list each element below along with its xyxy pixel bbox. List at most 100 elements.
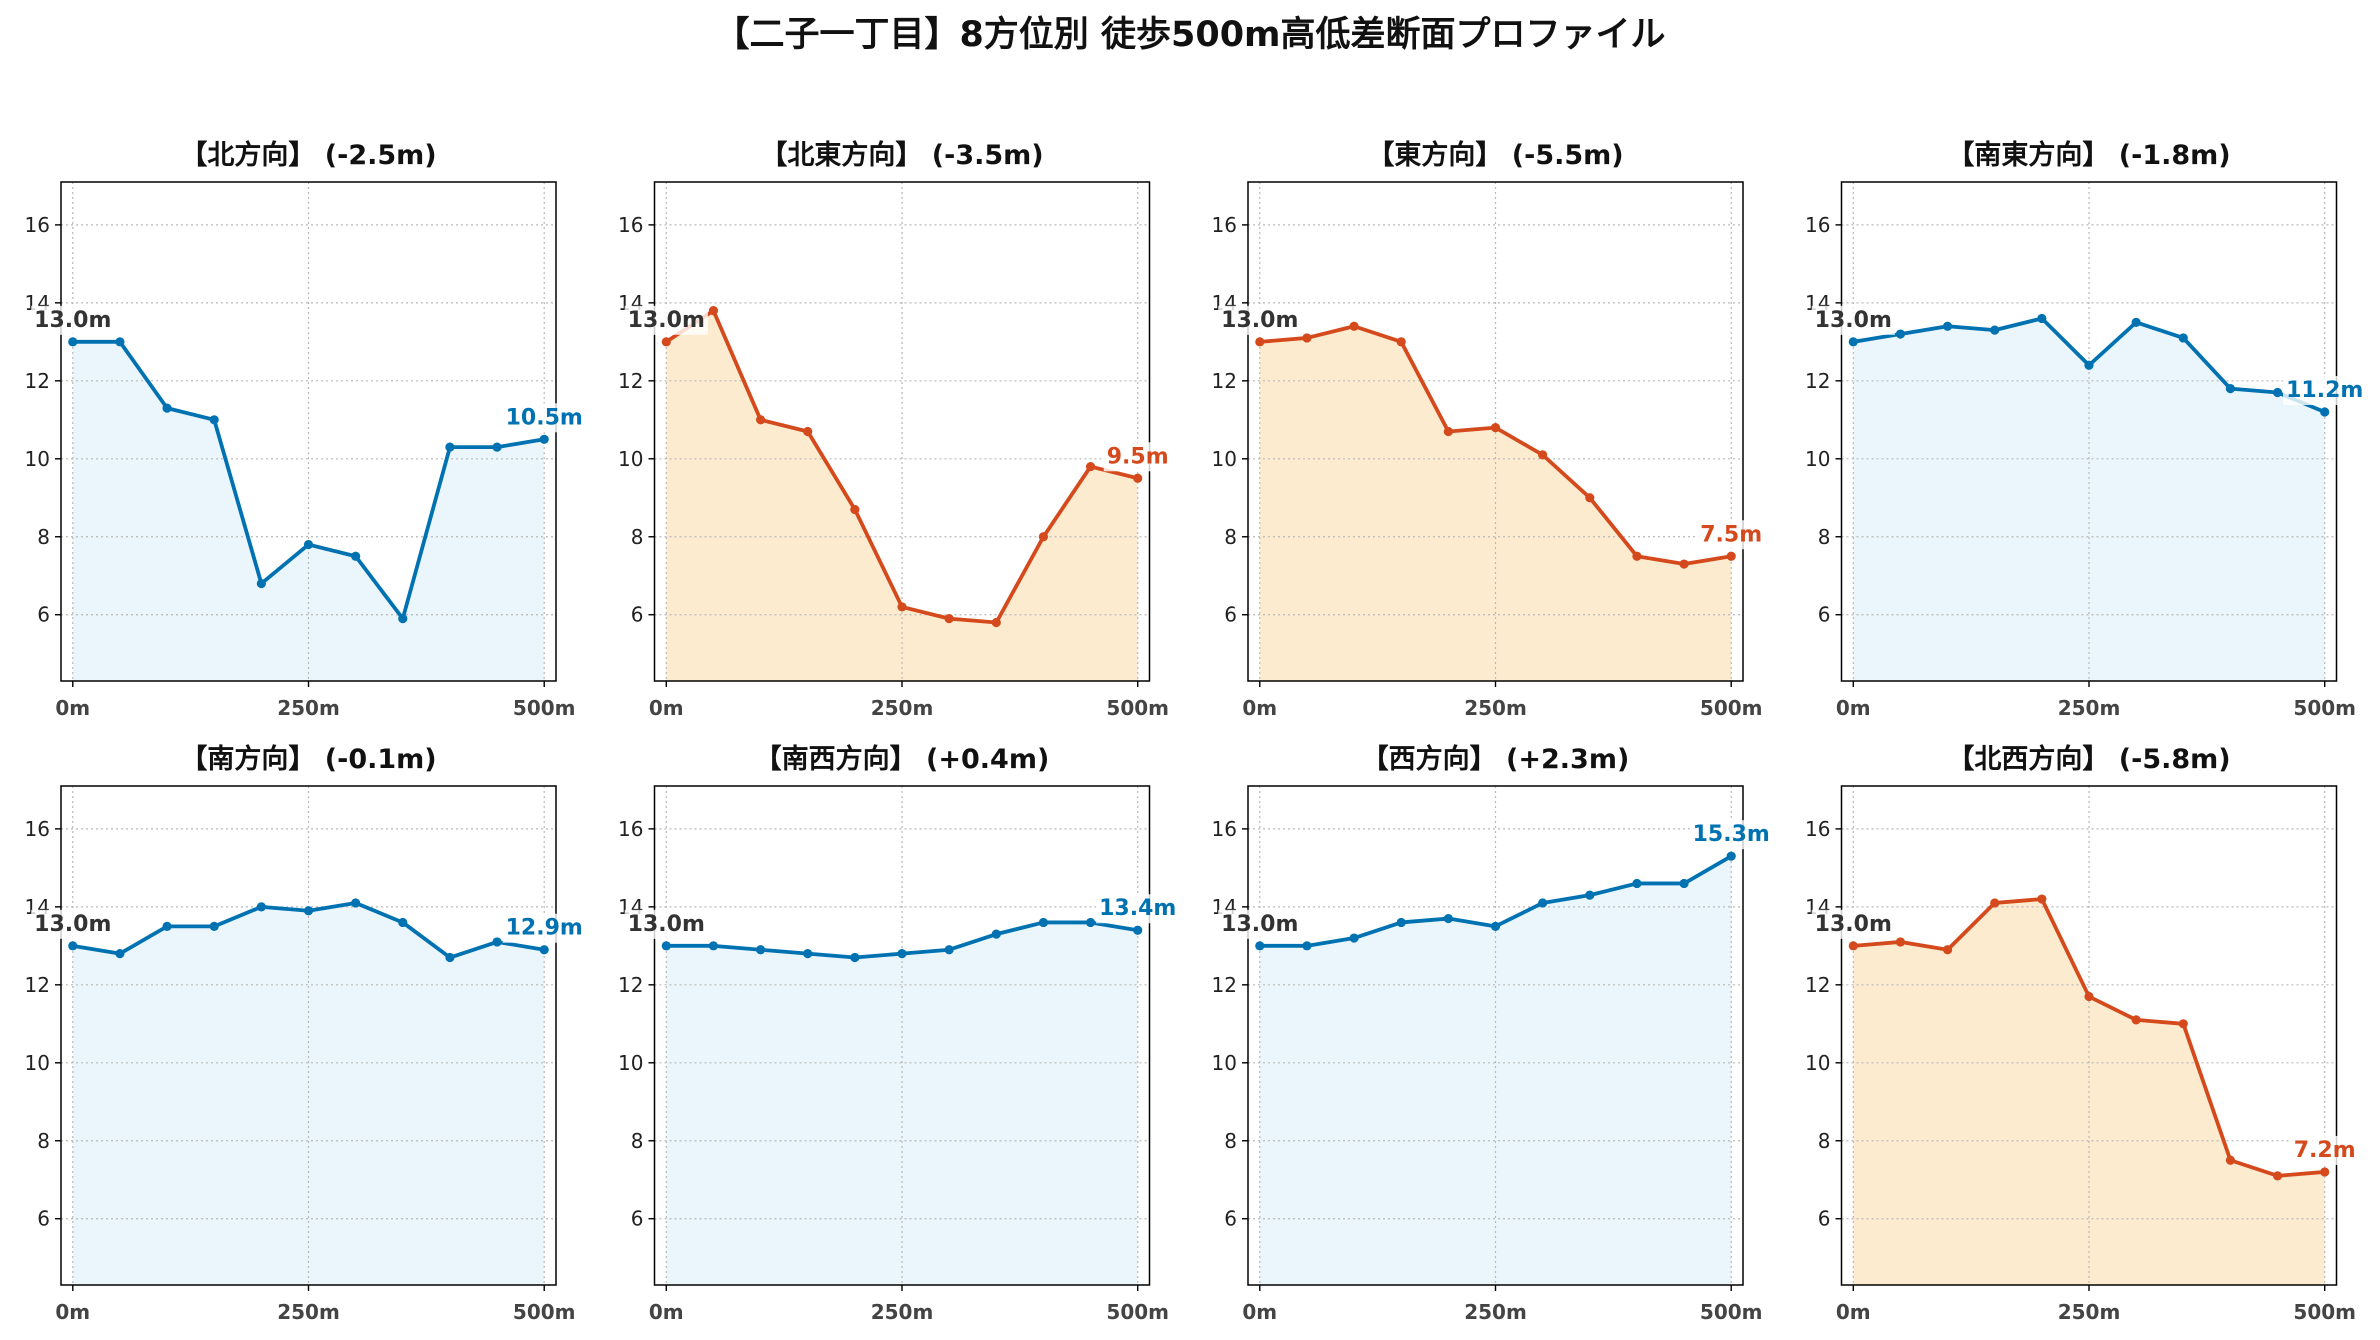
panel-title: 【北東方向】 (-3.5m) [760,139,1043,171]
value-label-text: 7.5m [1700,522,1762,547]
data-point [303,906,314,916]
data-point [1895,329,1906,339]
data-point [1679,878,1689,889]
end-value-label: 15.3m [1689,820,1773,850]
value-label-text: 13.0m [34,912,111,937]
x-tick-label: 500m [2293,696,2356,720]
data-point [162,403,172,413]
value-label-text: 13.0m [1221,912,1298,937]
data-point [1679,559,1689,569]
series-area [72,902,545,1285]
data-point [1942,945,1953,955]
y-tick-label: 6 [631,603,644,627]
x-tick-label: 0m [1836,696,1871,720]
start-value-label: 13.0m [1811,909,1895,939]
x-tick-label: 250m [1464,696,1527,720]
y-tick-label: 6 [1818,1207,1831,1231]
data-point [2272,1171,2283,1181]
end-value-label: 7.2m [2290,1135,2359,1165]
value-label-background [1811,305,1895,335]
end-value-label: 7.5m [1697,520,1766,550]
panel-title: 【南東方向】 (-1.8m) [1947,139,2230,171]
data-point [209,921,219,931]
value-label-background [1697,520,1766,550]
data-point [1133,925,1143,935]
x-tick-label: 500m [513,696,576,720]
y-tick-label: 8 [1224,1129,1237,1153]
y-tick-label: 12 [618,369,643,393]
data-point [351,551,361,561]
end-value-label: 13.4m [1096,894,1180,924]
data-point [539,945,549,955]
x-tick-label: 0m [1836,1300,1871,1324]
value-label-layer: 13.0m 10.5m 13.0m 9.5m 13.0m 7.5m 13.0m 11.2m 13… [31,305,2367,1165]
data-point [68,941,78,951]
data-point [1085,917,1096,928]
value-label-background [502,403,586,433]
data-point [708,941,719,951]
data-point [661,941,671,951]
data-point [1942,321,1953,331]
series-area [1853,318,2325,681]
y-tick-label: 10 [1805,1051,1830,1075]
data-point [398,614,408,624]
data-point [755,945,766,955]
value-label-background [2283,376,2367,406]
data-point [991,929,1001,939]
data-point [209,415,219,425]
data-point [1349,321,1359,331]
value-label-background [624,909,708,939]
data-point [897,602,907,612]
value-label-text: 9.5m [1107,444,1169,469]
data-point [850,504,860,515]
y-tick-label: 6 [37,603,50,627]
data-point [1255,941,1265,951]
data-point [2084,360,2094,370]
data-point [944,945,954,955]
value-label-background [502,913,586,943]
data-point [2037,894,2047,904]
x-tick-label: 0m [1242,1300,1277,1324]
value-label-text: 13.0m [1815,308,1892,333]
x-tick-label: 250m [871,1300,934,1324]
x-tick-label: 0m [1242,696,1277,720]
data-point [1255,337,1265,347]
y-tick-label: 10 [1212,1051,1237,1075]
y-tick-label: 10 [25,447,50,471]
data-point [445,442,455,452]
data-point [68,337,78,347]
data-point [115,949,125,959]
data-point [162,921,172,931]
data-point [1585,890,1595,900]
x-tick-label: 500m [1106,696,1169,720]
data-point [708,306,719,316]
y-tick-label: 8 [1224,525,1237,549]
data-point [1349,933,1359,943]
data-point [1726,551,1736,561]
y-tick-label: 8 [37,525,50,549]
data-point [1538,898,1548,908]
y-tick-label: 16 [618,817,643,841]
data-point [1443,913,1453,924]
data-point [661,337,671,347]
start-value-label: 13.0m [624,305,708,335]
data-point [2178,1019,2188,1029]
y-tick-label: 12 [25,369,50,393]
x-tick-label: 500m [2293,1300,2356,1324]
data-point [492,442,502,452]
data-point [1302,333,1312,343]
start-value-label: 13.0m [1218,909,1302,939]
y-tick-label: 8 [1818,1129,1831,1153]
data-point [1726,851,1736,861]
data-point [1443,426,1453,437]
y-tick-label: 10 [618,1051,643,1075]
value-label-background [1689,820,1773,850]
data-point [1632,551,1642,561]
y-tick-label: 6 [631,1207,644,1231]
panel-title: 【北西方向】 (-5.8m) [1947,743,2230,775]
x-tick-label: 500m [513,1300,576,1324]
data-point [115,337,125,347]
